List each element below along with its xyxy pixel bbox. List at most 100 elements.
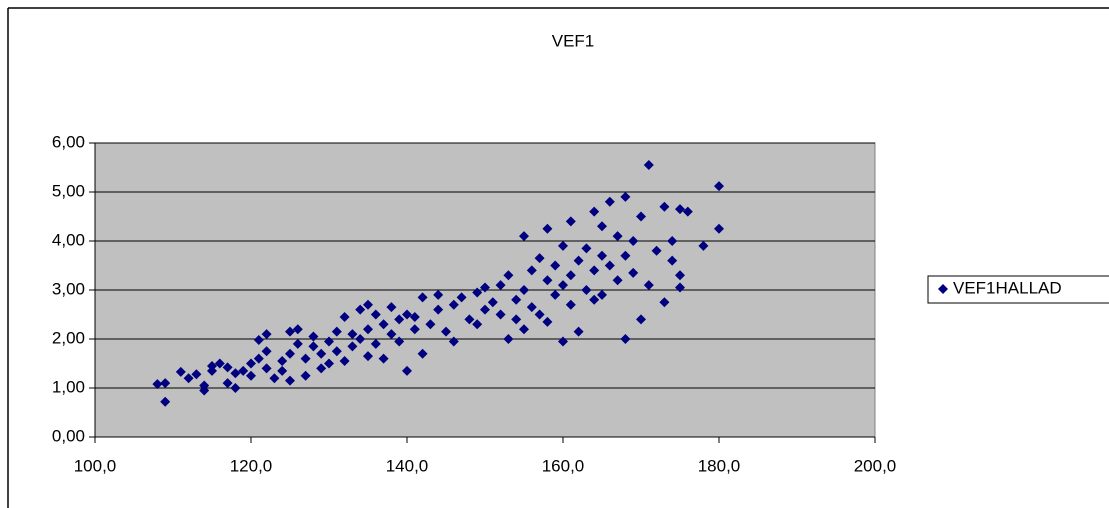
point [534, 309, 545, 320]
point [620, 250, 631, 261]
point [324, 358, 334, 369]
point [238, 365, 249, 376]
point [160, 396, 171, 407]
point [433, 289, 444, 300]
point [417, 292, 428, 303]
point [378, 353, 389, 364]
point [277, 365, 288, 376]
point [589, 206, 600, 217]
point [643, 280, 654, 291]
point [308, 341, 319, 352]
point [386, 302, 397, 313]
point [331, 326, 342, 337]
point [698, 240, 709, 251]
point [612, 231, 623, 242]
point [589, 294, 600, 305]
legend: VEF1HALLAD [927, 275, 1109, 304]
point [565, 270, 576, 281]
point [526, 265, 537, 276]
point [448, 299, 459, 310]
point [292, 324, 303, 335]
x-tick-label: 180,0 [698, 456, 741, 475]
point [331, 346, 342, 357]
point [347, 329, 358, 340]
chart-title: VEF1 [552, 31, 595, 50]
point [714, 181, 724, 192]
point [651, 245, 662, 256]
point [253, 334, 264, 345]
point [324, 336, 334, 347]
point [285, 326, 295, 337]
point [363, 351, 373, 362]
point [480, 304, 490, 315]
point [355, 334, 366, 344]
point [558, 336, 568, 347]
point [503, 334, 514, 344]
point [339, 356, 350, 367]
x-tick-label: 100,0 [74, 456, 117, 475]
point [558, 280, 568, 291]
y-tick-label: 3,00 [52, 279, 85, 298]
y-tick-label: 6,00 [52, 132, 85, 151]
point [417, 348, 428, 359]
point [604, 196, 615, 207]
point [261, 346, 272, 357]
y-tick-label: 2,00 [52, 328, 85, 347]
point [503, 270, 514, 281]
point [386, 329, 397, 340]
point [636, 211, 646, 222]
x-tick-label: 160,0 [542, 456, 585, 475]
point [636, 314, 646, 325]
point [597, 250, 607, 261]
point [565, 299, 576, 310]
point [253, 353, 264, 364]
point [628, 236, 639, 246]
point [542, 275, 553, 286]
point [565, 216, 576, 227]
point [394, 314, 405, 325]
point [300, 370, 311, 381]
point [199, 380, 210, 391]
point [152, 379, 163, 390]
point [472, 319, 483, 330]
point [558, 240, 568, 251]
point [409, 324, 420, 335]
point [316, 363, 327, 374]
point [409, 311, 420, 322]
point [183, 373, 194, 384]
point [581, 285, 592, 295]
point [370, 309, 381, 320]
point [519, 324, 529, 335]
point [261, 363, 272, 374]
point [550, 289, 561, 300]
point [285, 348, 295, 359]
point [511, 314, 522, 325]
point [316, 348, 327, 359]
x-tick-label: 200,0 [854, 456, 897, 475]
point [230, 368, 241, 379]
point [472, 287, 483, 298]
point [355, 304, 366, 315]
point [347, 341, 358, 352]
legend-marker [938, 284, 948, 294]
point [269, 373, 280, 384]
legend-label: VEF1HALLAD [953, 278, 1062, 297]
point [620, 191, 631, 202]
point [675, 282, 685, 293]
point [246, 358, 256, 369]
point [207, 365, 217, 376]
y-tick-label: 0,00 [52, 426, 85, 445]
point [191, 369, 202, 380]
point [222, 362, 233, 373]
point [550, 260, 561, 271]
point [441, 326, 451, 337]
point [581, 243, 592, 254]
point [464, 314, 475, 325]
point [519, 285, 529, 295]
point [222, 378, 233, 389]
point [643, 160, 654, 171]
legend-box [927, 275, 1109, 304]
point [573, 255, 584, 266]
point [597, 221, 607, 232]
